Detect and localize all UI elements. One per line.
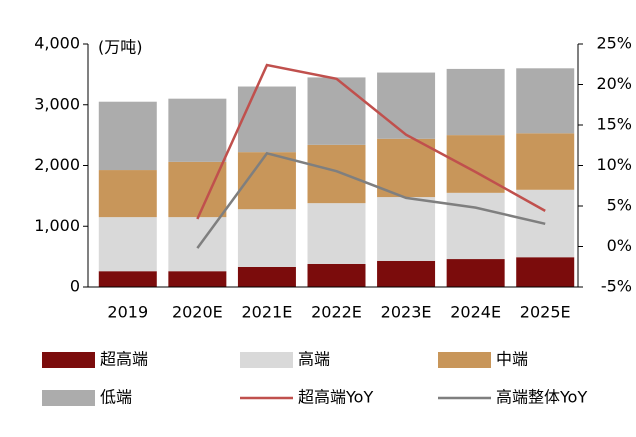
bar-segment	[307, 263, 366, 287]
bar-segment	[98, 217, 157, 272]
y-tick-label: 3,000	[34, 94, 80, 113]
y2-tick-label: 10%	[596, 155, 632, 174]
legend-swatch	[42, 352, 95, 368]
x-tick-label: 2022E	[311, 303, 362, 322]
unit-label: (万吨)	[98, 38, 143, 57]
x-tick-label: 2024E	[450, 303, 501, 322]
bar-segment	[98, 170, 157, 218]
y2-tick-label: 15%	[596, 115, 632, 134]
bar-segment	[237, 266, 296, 287]
y2-tick-label: -5%	[601, 277, 632, 296]
legend-label: 超高端YoY	[298, 388, 373, 407]
bar-segment	[98, 101, 157, 171]
bar-segment	[168, 217, 227, 272]
x-tick-label: 2025E	[520, 303, 571, 322]
y-tick-label: 2,000	[34, 155, 80, 174]
bar-segment	[446, 68, 505, 136]
legend-label: 中端	[496, 350, 528, 369]
bar-segment	[446, 259, 505, 287]
bar-segment	[168, 98, 227, 162]
y-tick-label: 0	[70, 277, 80, 296]
x-tick-label: 2019	[107, 303, 148, 322]
legend-label: 超高端	[100, 350, 148, 369]
bar-segment	[377, 72, 436, 139]
legend-label: 高端	[298, 350, 330, 369]
y-tick-label: 4,000	[34, 34, 80, 53]
bar-segment	[516, 68, 575, 134]
y2-tick-label: 25%	[596, 34, 632, 53]
bar-segment	[307, 144, 366, 204]
bar-segment	[307, 77, 366, 145]
bar-segment	[377, 138, 436, 198]
legend-swatch	[438, 352, 491, 368]
y2-tick-label: 20%	[596, 74, 632, 93]
y2-tick-label: 0%	[607, 236, 632, 255]
legend-label: 高端整体YoY	[496, 388, 587, 407]
line-series	[196, 63, 546, 220]
bar-segment	[98, 271, 157, 287]
bar-segment	[237, 86, 296, 153]
legend-swatch	[42, 390, 95, 406]
bar-segment	[446, 192, 505, 260]
bar-segment	[377, 260, 436, 287]
bar-segment	[307, 203, 366, 264]
legend-swatch	[240, 352, 293, 368]
bar-segment	[377, 197, 436, 261]
line-series	[196, 151, 546, 249]
x-tick-label: 2020E	[172, 303, 223, 322]
bar-segment	[516, 133, 575, 190]
bar-segment	[168, 161, 227, 218]
legend-label: 低端	[100, 388, 132, 407]
y2-tick-label: 5%	[607, 196, 632, 215]
bar-segment	[168, 271, 227, 287]
x-tick-label: 2021E	[242, 303, 293, 322]
y-tick-label: 1,000	[34, 216, 80, 235]
bar-segment	[237, 209, 296, 267]
bar-segment	[516, 257, 575, 287]
x-tick-label: 2023E	[381, 303, 432, 322]
